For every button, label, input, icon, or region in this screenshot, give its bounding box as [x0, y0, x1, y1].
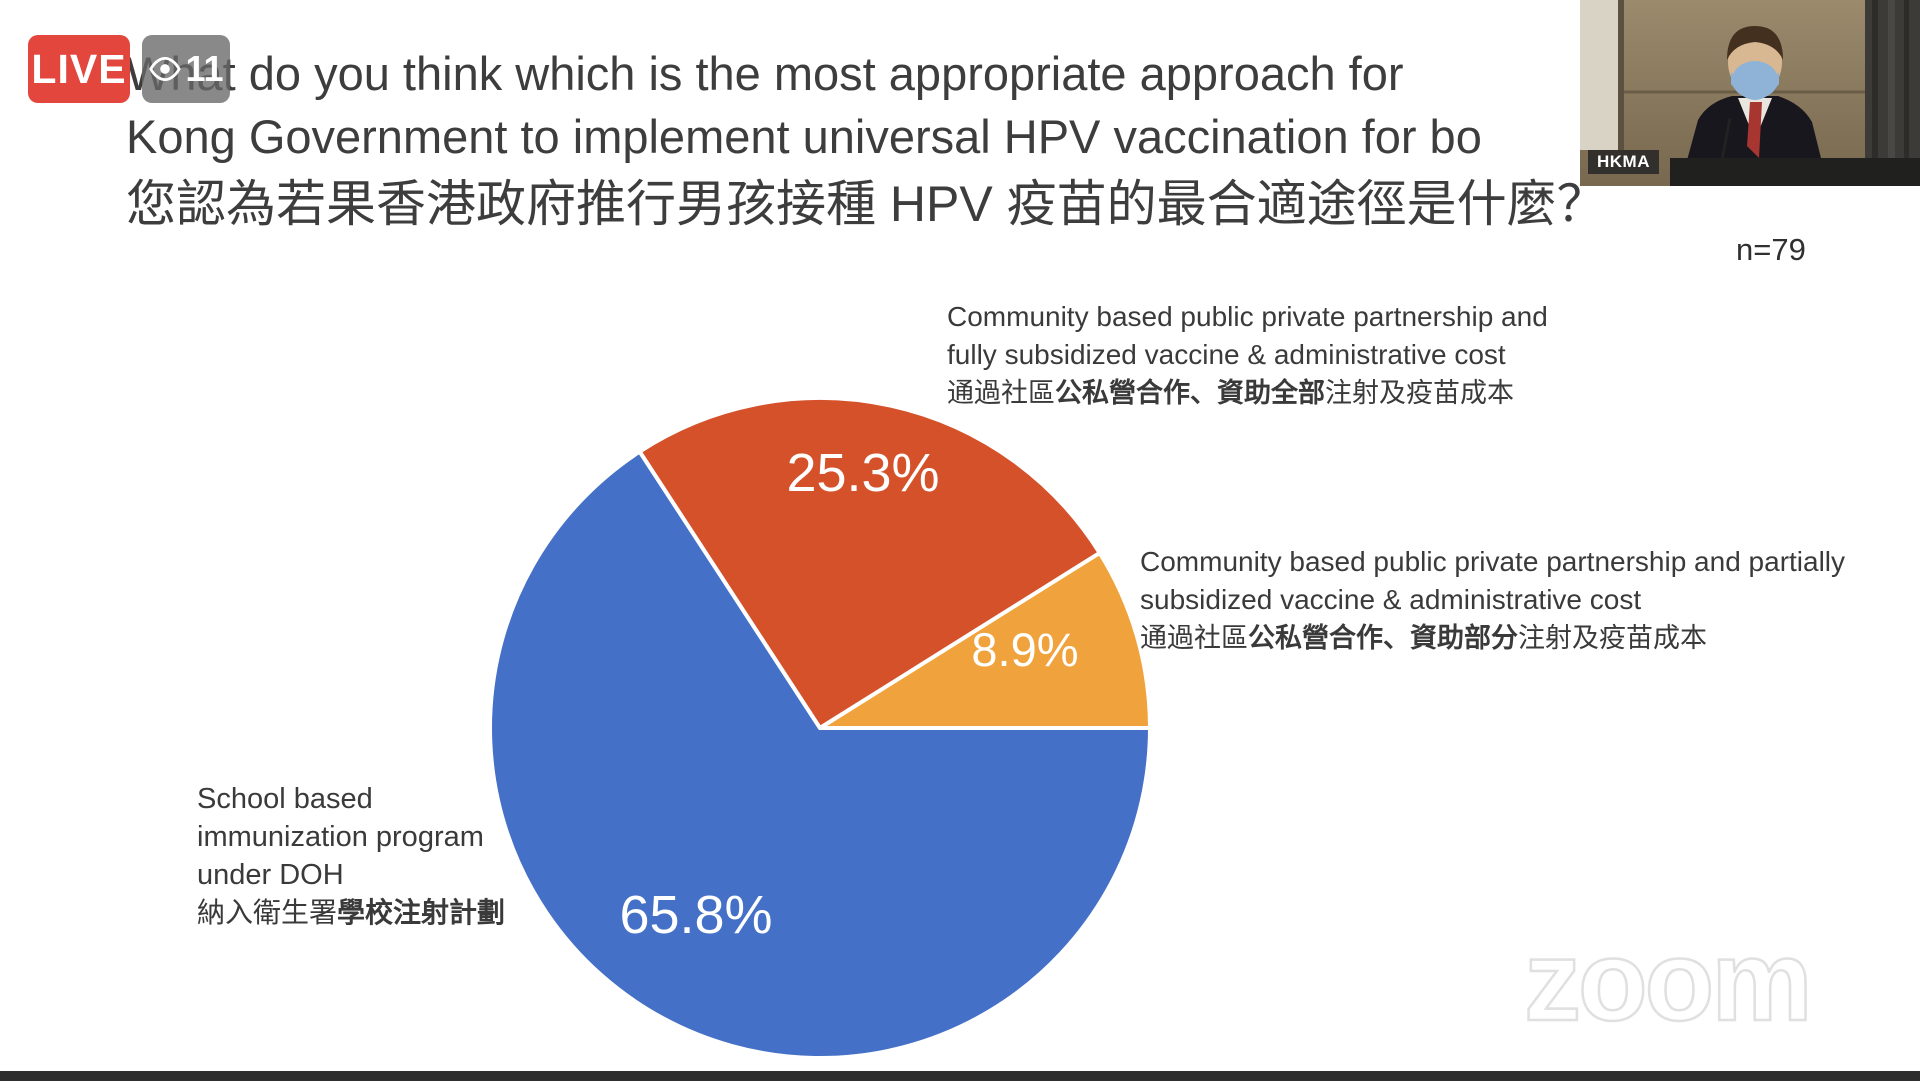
- label-line: under DOH: [197, 859, 344, 891]
- pie-slice-school-doh: [488, 449, 1152, 1060]
- label-line: Community based public private partnersh…: [1140, 546, 1846, 577]
- label-line-chinese: 納入衛生署學校注射計劃: [197, 897, 506, 928]
- eye-icon: [149, 56, 182, 82]
- question-line-1: What do you think which is the most appr…: [126, 47, 1404, 100]
- pie-label-fully-subsidized: Community based public private partnersh…: [947, 298, 1548, 412]
- zoom-logo-watermark: zoom: [1523, 917, 1814, 1047]
- question-line-3-chinese: 您認為若果香港政府推行男孩接種 HPV 疫苗的最合適途徑是什麼？: [126, 176, 1607, 232]
- speaker-webcam-video: HKMA: [1580, 0, 1920, 186]
- viewer-count-badge: 11: [142, 35, 230, 103]
- pie-slice-partially-subsidized: [818, 550, 1152, 730]
- station-watermark: HKMA: [1588, 150, 1659, 174]
- webcam-desk: [1670, 158, 1920, 186]
- label-line-chinese: 通過社區公私營合作、資助全部注射及疫苗成本: [947, 378, 1514, 408]
- viewer-count: 11: [185, 48, 224, 89]
- sample-size-label: n=79: [1736, 232, 1806, 267]
- pie-label-partially-subsidized: Community based public private partnersh…: [1140, 543, 1845, 657]
- label-line: subsidized vaccine & administrative cost: [1140, 584, 1642, 615]
- live-badge: LIVE: [28, 35, 130, 103]
- label-line: Community based public private partnersh…: [947, 301, 1548, 332]
- label-line: immunization program: [197, 821, 484, 853]
- pie-slice-fully-subsidized: [637, 396, 1102, 730]
- webcam-window-light: [1580, 0, 1618, 150]
- pie-label-school-doh: School based immunization program under …: [197, 780, 505, 932]
- pie-value-fully-subsidized: 25.3%: [786, 443, 940, 503]
- pie-value-school-doh: 65.8%: [619, 885, 773, 945]
- question-line-2: Kong Government to implement universal H…: [126, 110, 1482, 163]
- label-line: School based: [197, 783, 373, 815]
- label-line-chinese: 通過社區公私營合作、資助部分注射及疫苗成本: [1140, 623, 1707, 653]
- pie-value-partially-subsidized: 8.9%: [971, 623, 1079, 676]
- label-line: fully subsidized vaccine & administrativ…: [947, 339, 1506, 370]
- bottom-letterbox-bar: [0, 1071, 1920, 1081]
